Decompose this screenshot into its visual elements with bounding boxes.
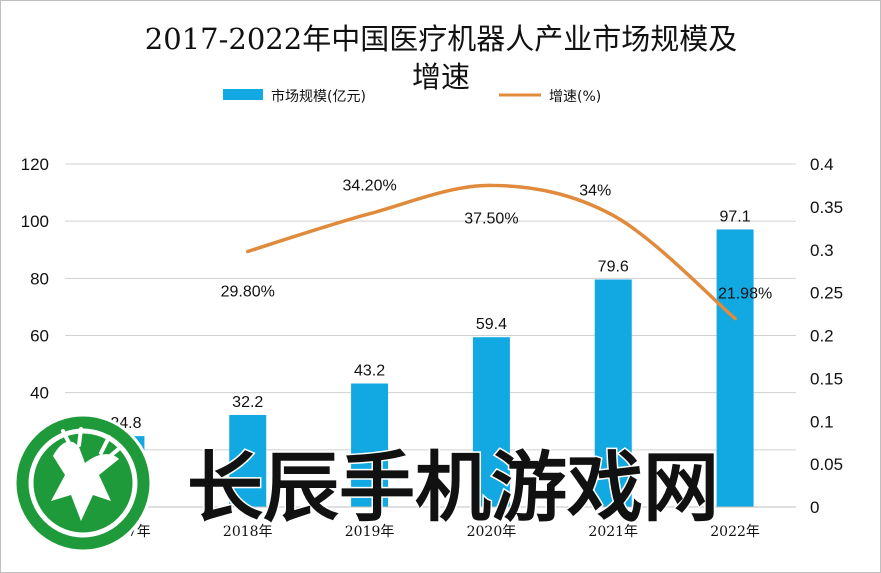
growth-series-line — [246, 183, 737, 321]
growth-value-label: 34% — [579, 182, 611, 199]
bar-value-label: 43.2 — [354, 363, 385, 380]
y-right-tick-label: 0.2 — [810, 327, 834, 346]
growth-value-label: 21.98% — [718, 286, 772, 303]
growth-line — [246, 183, 737, 321]
bar-value-label: 79.6 — [598, 258, 629, 275]
chart-title-line1: 2017-2022年中国医疗机器人产业市场规模及 — [145, 22, 737, 56]
legend-bar-swatch — [223, 89, 263, 100]
bar-value-label: 59.4 — [476, 316, 507, 333]
x-tick-label: 2018年 — [223, 524, 273, 540]
y-right-tick-label: 0.25 — [810, 284, 843, 303]
watermark: 长辰手机游戏网 — [13, 413, 721, 553]
y-right-tick-label: 0 — [810, 498, 819, 517]
x-tick-label: 2019年 — [345, 524, 395, 540]
y-right-tick-label: 0.4 — [810, 155, 834, 174]
legend: 市场规模(亿元) 增速(%) — [223, 88, 601, 105]
growth-value-label: 37.50% — [464, 210, 518, 227]
bar — [351, 383, 389, 507]
bar — [716, 229, 754, 508]
bar — [594, 279, 632, 507]
y-right-tick-label: 0.15 — [810, 369, 843, 388]
y-left-tick-label: 120 — [21, 155, 49, 174]
legend-bar-label: 市场规模(亿元) — [271, 88, 366, 105]
bar-value-label: 32.2 — [232, 394, 263, 411]
x-tick-label: 2021年 — [588, 524, 638, 540]
y-left-tick-label: 60 — [30, 327, 49, 346]
y-left-tick-label: 40 — [30, 384, 49, 403]
y-right-tick-label: 0.05 — [810, 455, 843, 474]
y-right-tick-label: 0.35 — [810, 198, 843, 217]
y-right-tick-label: 0.1 — [810, 412, 834, 431]
chart-title-line2: 增速 — [412, 60, 470, 94]
data-labels: 24.832.243.259.479.697.129.80%34.20%37.5… — [110, 178, 772, 432]
growth-value-label: 29.80% — [221, 283, 275, 300]
growth-value-label: 34.20% — [342, 178, 396, 195]
bar — [229, 414, 267, 507]
x-tick-label: 2020年 — [467, 524, 517, 540]
watermark-text: 长辰手机游戏网 — [187, 443, 719, 532]
legend-line-label: 增速(%) — [549, 89, 601, 105]
y-left-tick-label: 100 — [21, 212, 49, 231]
deer-head-logo — [13, 413, 153, 553]
y-axis-right: 0 0.05 0.1 0.15 0.2 0.25 0.3 0.35 0.4 — [810, 155, 843, 517]
y-right-tick-label: 0.3 — [810, 241, 834, 260]
y-left-tick-label: 80 — [30, 269, 49, 288]
bar-value-label: 97.1 — [720, 208, 751, 225]
x-tick-label: 2022年 — [710, 524, 760, 540]
bar — [472, 337, 510, 507]
